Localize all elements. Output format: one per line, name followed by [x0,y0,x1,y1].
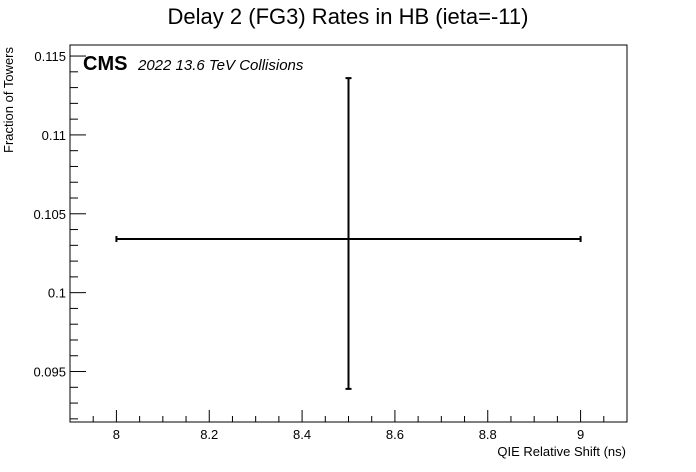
x-tick-label: 8 [113,427,120,442]
y-tick-label: 0.1 [48,286,66,301]
chart-title: Delay 2 (FG3) Rates in HB (ieta=-11) [168,4,529,29]
x-axis: 8 8.2 8.4 8.6 8.8 9 [69,410,628,442]
data-marks [115,77,582,390]
y-axis-title: Fraction of Towers [1,47,16,153]
x-tick-label: 8.6 [386,427,404,442]
collision-label: 2022 13.6 TeV Collisions [137,57,304,74]
y-tick-label: 0.095 [33,365,66,380]
x-tick-label: 8.4 [293,427,311,442]
cms-label: CMS [83,53,127,75]
y-tick-label: 0.11 [42,128,66,143]
x-axis-title: QIE Relative Shift (ns) [497,444,626,459]
x-tick-label: 8.2 [200,427,218,442]
x-tick-label: 9 [577,427,584,442]
y-axis: 0.095 0.1 0.105 0.11 0.115 [33,49,86,420]
y-tick-label: 0.105 [33,207,66,222]
x-tick-label: 8.8 [479,427,497,442]
y-tick-label: 0.115 [34,49,66,64]
